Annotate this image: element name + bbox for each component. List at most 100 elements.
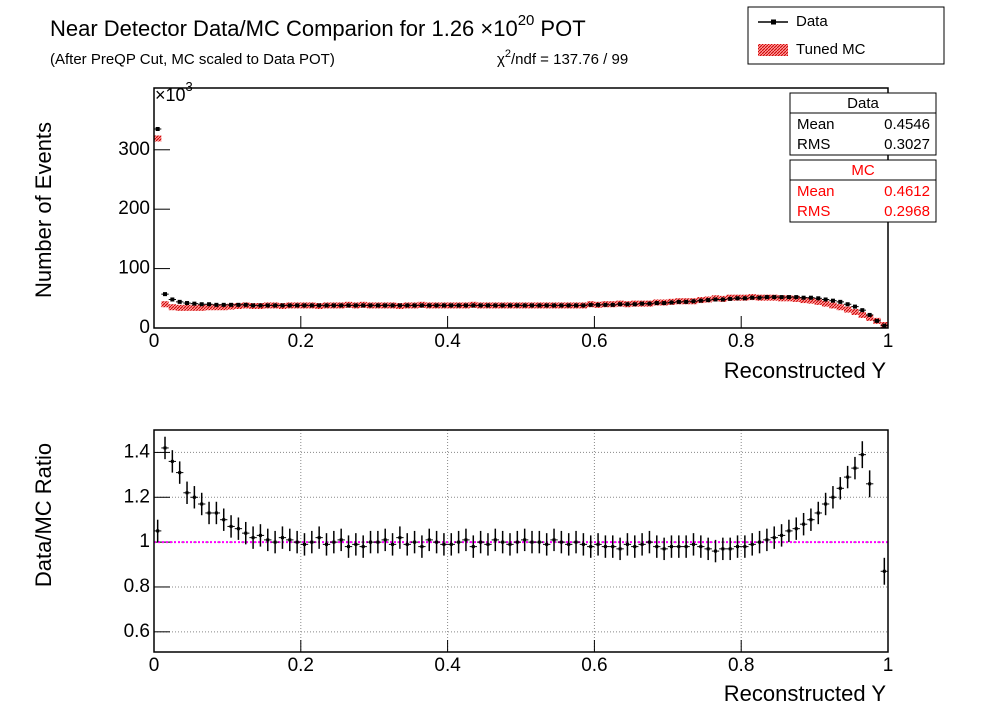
ratio-point [359, 535, 367, 558]
ratio-point [623, 533, 632, 556]
ratio-point [264, 528, 272, 552]
ratio-marker [581, 542, 585, 546]
data-point [587, 302, 595, 307]
y-tick-label: 0 [139, 317, 150, 338]
ratio-marker [523, 538, 527, 542]
ratio-point [755, 530, 764, 554]
data-point [851, 304, 859, 309]
data-point [506, 303, 514, 308]
ratio-marker [170, 459, 174, 463]
ratio-marker [816, 511, 820, 515]
data-point-marker [258, 303, 263, 308]
ratio-point [198, 492, 206, 516]
ratio-point [528, 530, 536, 554]
data-point [792, 295, 800, 300]
ratio-point [645, 530, 654, 554]
y-tick-label: 0.8 [124, 576, 150, 597]
ratio-marker [280, 536, 284, 540]
ratio-marker [603, 545, 607, 549]
data-point [807, 295, 815, 300]
data-point [286, 303, 294, 308]
data-point-marker [735, 296, 740, 301]
ratio-marker [479, 540, 483, 544]
ratio-marker [515, 540, 519, 544]
frame [153, 429, 889, 653]
mc-bin [154, 135, 162, 142]
data-point [242, 302, 250, 307]
data-point-marker [882, 323, 887, 328]
data-point-marker [163, 292, 168, 297]
ratio-marker [640, 542, 644, 546]
ratio-point [418, 535, 426, 558]
data-point-marker [852, 304, 857, 309]
ratio-point [176, 461, 184, 484]
stats-label: RMS [797, 136, 830, 153]
data-point [777, 295, 786, 300]
data-point [645, 301, 654, 306]
ratio-point [227, 515, 235, 538]
data-point [667, 300, 676, 305]
chart-title: Near Detector Data/MC Comparion for 1.26… [50, 12, 586, 41]
ratio-point [814, 501, 822, 525]
ratio-point [689, 533, 698, 556]
data-point-marker [808, 295, 813, 300]
data-point-marker [280, 303, 285, 308]
stats-title: MC [851, 162, 874, 179]
ratio-marker [750, 542, 754, 546]
data-point-marker [596, 302, 601, 307]
ratio-marker [383, 538, 387, 542]
data-point [785, 295, 793, 300]
data-point-marker [779, 295, 784, 300]
ratio-point [374, 530, 382, 554]
ratio-marker [736, 545, 740, 549]
data-point-marker [375, 303, 380, 308]
data-point-marker [317, 303, 322, 308]
data-point [278, 303, 287, 308]
ratio-marker [552, 538, 556, 542]
data-point [491, 303, 499, 308]
data-point [337, 303, 345, 308]
data-point-marker [236, 302, 241, 307]
ratio-point [763, 528, 771, 552]
data-point [880, 323, 888, 328]
ratio-marker [236, 527, 240, 531]
plot-area [154, 436, 888, 585]
ratio-point [256, 524, 265, 547]
data-point [689, 299, 698, 304]
ratio-marker [772, 536, 776, 540]
title-exponent: 20 [518, 12, 535, 29]
ratio-marker [618, 547, 622, 551]
ratio-marker [780, 533, 784, 537]
data-point [601, 302, 610, 307]
ratio-marker [369, 540, 373, 544]
data-point [440, 303, 448, 308]
data-point [865, 312, 874, 317]
ratio-point [234, 517, 243, 540]
mc-bin [807, 297, 815, 304]
ratio-marker [824, 502, 828, 506]
ratio-marker [765, 538, 769, 542]
data-point-marker [860, 308, 865, 313]
data-point [425, 303, 433, 308]
ratio-point [271, 530, 279, 554]
data-point-marker [456, 303, 461, 308]
data-point-marker [728, 296, 733, 301]
ratio-marker [354, 542, 358, 546]
ratio-marker [728, 547, 732, 551]
data-point [755, 295, 764, 300]
data-point-marker [662, 301, 667, 306]
data-point-marker [485, 303, 490, 308]
ratio-point [711, 539, 720, 563]
ratio-marker [677, 545, 681, 549]
data-point-marker [522, 303, 527, 308]
x-tick-label: 0.4 [434, 331, 461, 352]
data-point [190, 301, 199, 306]
data-point-marker [867, 312, 872, 317]
ratio-marker [655, 545, 659, 549]
ratio-point [506, 533, 514, 556]
data-point-marker [441, 303, 446, 308]
data-point-marker [830, 298, 835, 303]
legend-swatch [758, 44, 788, 56]
x-tick-label: 0 [149, 331, 160, 352]
ratio-point [726, 537, 734, 561]
